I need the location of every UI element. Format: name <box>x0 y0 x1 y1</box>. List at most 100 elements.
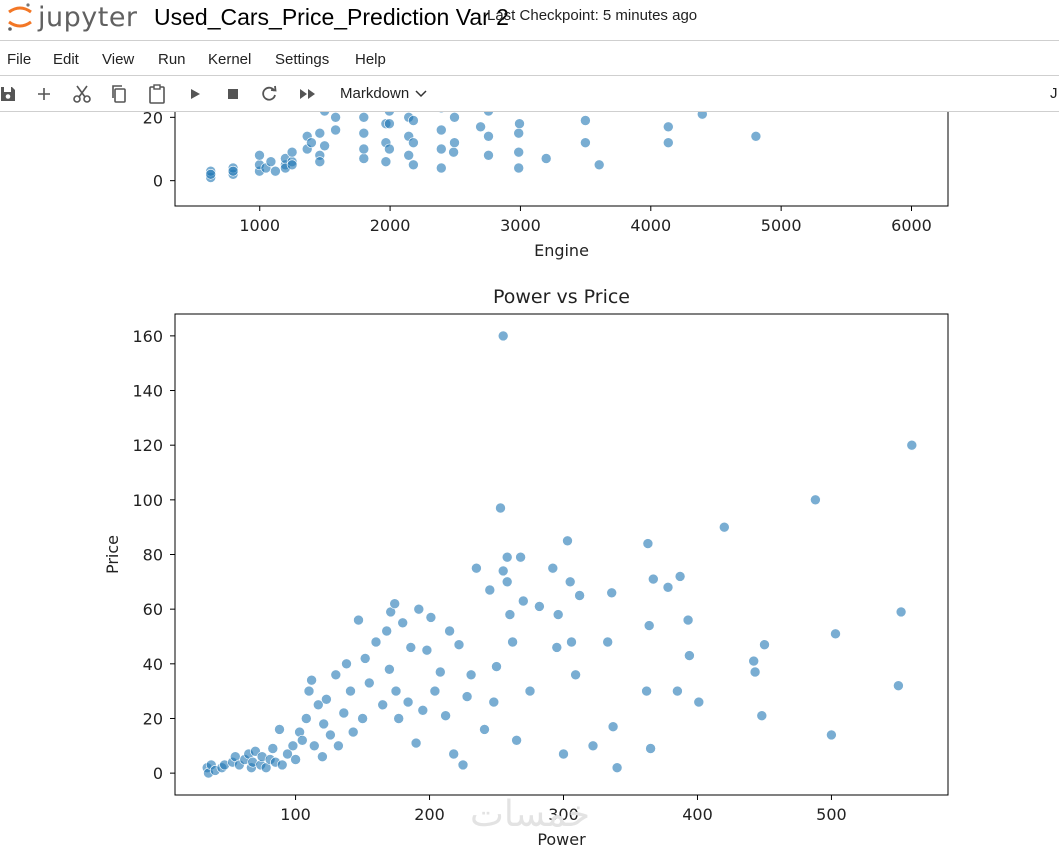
data-point <box>393 713 405 724</box>
data-point <box>306 137 317 149</box>
data-point <box>672 685 683 697</box>
data-point <box>810 494 821 506</box>
data-point <box>684 650 695 661</box>
data-point <box>647 573 659 585</box>
data-point <box>359 653 371 664</box>
add-icon[interactable] <box>33 83 55 105</box>
data-point <box>693 696 705 708</box>
data-point <box>384 143 395 155</box>
data-point <box>417 704 429 716</box>
data-point <box>662 137 674 149</box>
jupyter-logo[interactable]: jupyter <box>6 1 138 33</box>
paste-icon[interactable] <box>146 83 168 105</box>
x-tick-label: 200 <box>414 805 445 824</box>
data-point <box>286 159 298 171</box>
data-point <box>551 642 563 653</box>
data-point <box>408 115 419 126</box>
data-point <box>286 146 298 158</box>
data-point <box>308 740 320 752</box>
stop-icon[interactable] <box>222 83 244 105</box>
y-tick-label: 60 <box>143 600 163 619</box>
data-point <box>497 330 509 342</box>
save-icon[interactable] <box>0 83 19 105</box>
jupyter-logo-icon <box>8 3 32 31</box>
data-point <box>270 165 281 177</box>
menu-edit[interactable]: Edit <box>53 51 79 68</box>
data-point <box>403 149 415 161</box>
run-all-icon[interactable] <box>297 83 319 105</box>
data-point <box>330 124 341 136</box>
cell-type-select[interactable]: Markdown <box>340 85 427 102</box>
data-point <box>507 636 518 648</box>
data-point <box>826 729 837 741</box>
cell-type-label: Markdown <box>340 85 410 102</box>
data-point <box>314 127 326 139</box>
y-tick-label: 0 <box>153 172 163 191</box>
data-point <box>435 124 447 136</box>
data-point <box>421 644 433 656</box>
copy-icon[interactable] <box>108 83 130 105</box>
data-point <box>425 612 437 623</box>
data-point <box>461 691 473 702</box>
y-axis-label: Price <box>103 535 122 574</box>
data-point <box>570 669 581 681</box>
menu-bar: File Edit View Run Kernel Settings Help <box>0 40 1059 76</box>
y-tick-label: 160 <box>132 327 163 346</box>
data-point <box>501 576 513 588</box>
menu-file[interactable]: File <box>7 51 32 68</box>
data-point <box>517 595 529 607</box>
y-tick-label: 120 <box>132 436 163 455</box>
y-tick-label: 20 <box>143 112 163 127</box>
data-point <box>641 685 652 697</box>
menu-kernel[interactable]: Kernel <box>208 51 252 68</box>
data-point <box>319 140 330 152</box>
data-point <box>513 127 525 139</box>
data-point <box>479 724 490 735</box>
notebook-title[interactable]: Used_Cars_Price_Prediction Var 2 <box>154 4 509 30</box>
data-point <box>564 576 576 588</box>
power-price-scatter: 100 200 300 400 500 0 20 40 60 80 100 120 140 160 Powe… <box>103 286 949 846</box>
x-tick-label: 2000 <box>370 216 411 235</box>
data-point <box>384 663 395 675</box>
data-point <box>274 724 285 735</box>
run-icon[interactable] <box>184 83 206 105</box>
y-tick-label: 40 <box>143 655 163 674</box>
data-point <box>341 658 352 670</box>
menu-view[interactable]: View <box>102 51 135 68</box>
data-point <box>358 112 370 123</box>
data-point <box>448 748 460 760</box>
data-point <box>389 598 401 610</box>
data-point <box>674 571 686 582</box>
data-point <box>497 565 509 577</box>
data-point <box>756 710 768 722</box>
cut-icon[interactable] <box>71 83 93 105</box>
data-point <box>540 153 552 164</box>
data-point <box>408 159 419 171</box>
menu-help[interactable]: Help <box>355 51 386 68</box>
x-tick-label: 3000 <box>500 216 541 235</box>
data-point <box>377 699 389 711</box>
data-point <box>448 146 459 158</box>
data-point <box>370 636 382 648</box>
engine-price-scatter: 1000 2000 3000 4000 5000 6000 0 20 Engine <box>143 112 949 260</box>
menu-settings[interactable]: Settings <box>275 51 330 68</box>
restart-icon[interactable] <box>258 83 280 105</box>
data-point <box>501 551 513 563</box>
kernel-indicator[interactable]: J <box>1050 85 1058 102</box>
data-point <box>434 666 446 678</box>
data-point <box>662 581 674 593</box>
menu-run[interactable]: Run <box>158 51 186 68</box>
data-point <box>580 115 591 126</box>
data-point <box>405 642 417 653</box>
logo-text: jupyter <box>38 1 138 33</box>
axes-frame <box>174 112 949 207</box>
y-tick-label: 0 <box>153 764 163 783</box>
data-point <box>562 535 573 547</box>
data-point <box>534 601 545 612</box>
data-point <box>444 625 455 637</box>
data-point <box>515 551 526 563</box>
data-point <box>330 112 341 123</box>
data-point <box>893 680 904 692</box>
data-point <box>513 162 525 174</box>
